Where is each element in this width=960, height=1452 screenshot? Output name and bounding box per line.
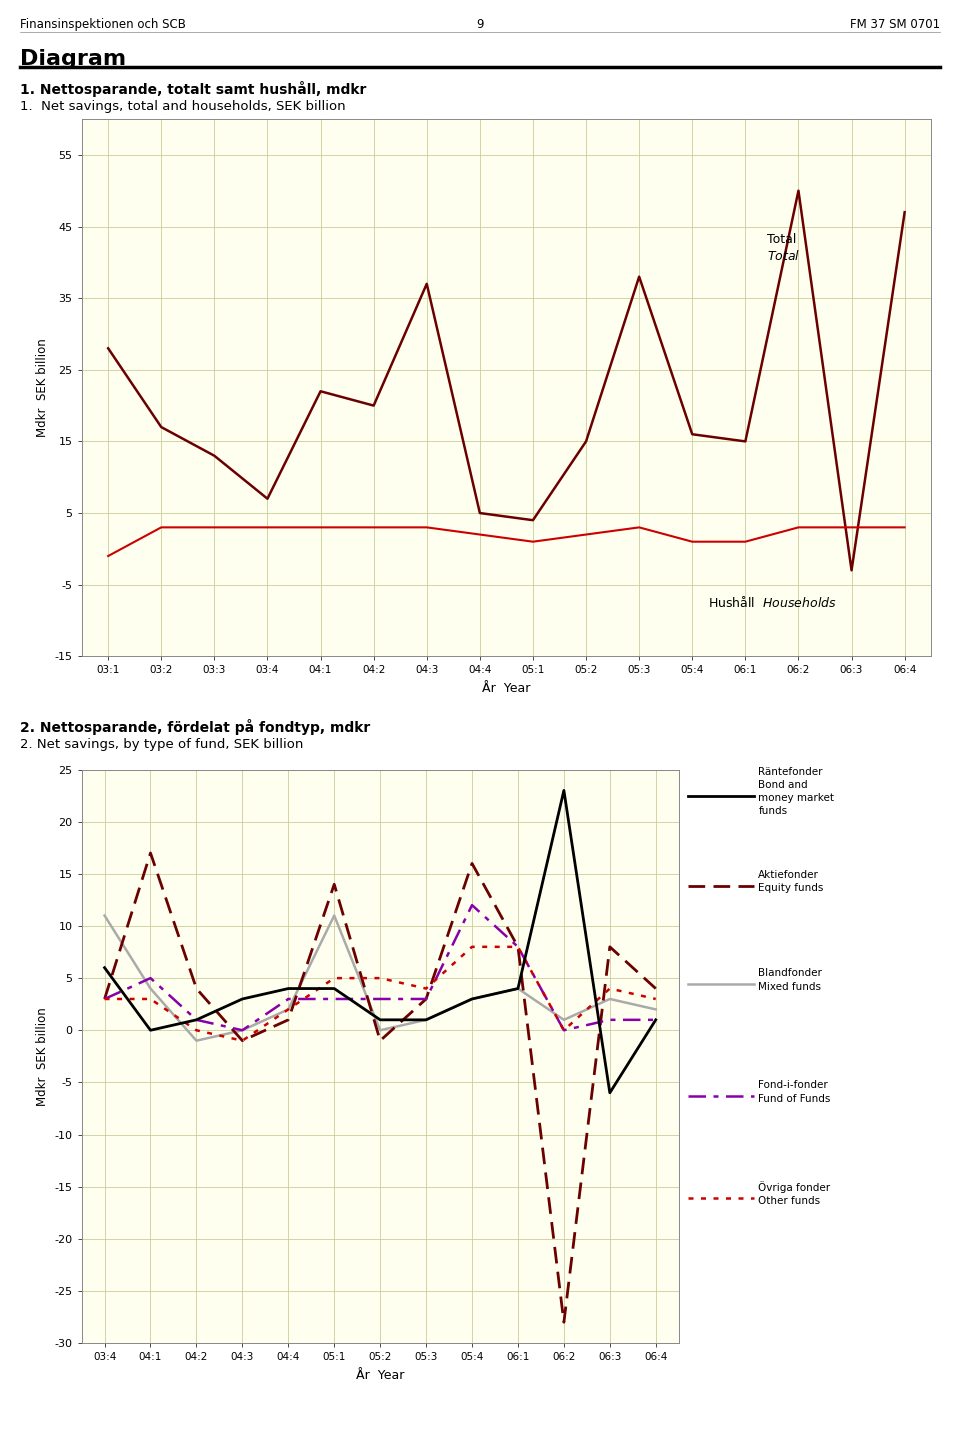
mixed — [374, 1022, 386, 1040]
other — [191, 1022, 203, 1040]
Line: mixed: mixed — [105, 916, 656, 1041]
fof — [513, 938, 524, 955]
other — [513, 938, 524, 955]
mixed — [282, 1000, 294, 1018]
Text: Fond-i-fonder
Fund of Funds: Fond-i-fonder Fund of Funds — [758, 1080, 830, 1104]
mixed — [328, 908, 340, 925]
bond — [650, 1011, 661, 1028]
fof — [99, 990, 110, 1008]
bond — [604, 1085, 615, 1102]
fof — [374, 990, 386, 1008]
Text: Övriga fonder
Other funds: Övriga fonder Other funds — [758, 1180, 830, 1207]
Y-axis label: Mdkr  SEK billion: Mdkr SEK billion — [36, 338, 49, 437]
other — [558, 1022, 569, 1040]
fof — [558, 1022, 569, 1040]
Text: 1.  Net savings, total and households, SEK billion: 1. Net savings, total and households, SE… — [20, 100, 346, 113]
Text: Blandfonder
Mixed funds: Blandfonder Mixed funds — [758, 968, 823, 992]
Text: 9: 9 — [476, 17, 484, 30]
equity — [513, 938, 524, 955]
Text: Räntefonder
Bond and
money market
funds: Räntefonder Bond and money market funds — [758, 767, 834, 816]
Text: 2. Nettosparande, fördelat på fondtyp, mdkr: 2. Nettosparande, fördelat på fondtyp, m… — [20, 719, 371, 735]
equity — [374, 1032, 386, 1050]
mixed — [513, 980, 524, 998]
bond — [145, 1022, 156, 1040]
other — [650, 990, 661, 1008]
fof — [604, 1011, 615, 1028]
equity — [467, 855, 478, 873]
Text: FM 37 SM 0701: FM 37 SM 0701 — [850, 17, 940, 30]
other — [282, 1000, 294, 1018]
Text: Hushåll  $\it{Households}$: Hushåll $\it{Households}$ — [708, 595, 837, 610]
fof — [420, 990, 432, 1008]
other — [236, 1032, 248, 1050]
mixed — [145, 980, 156, 998]
Line: fof: fof — [105, 905, 656, 1031]
equity — [282, 1011, 294, 1028]
mixed — [650, 1000, 661, 1018]
Text: Finansinspektionen och SCB: Finansinspektionen och SCB — [20, 17, 186, 30]
mixed — [99, 908, 110, 925]
equity — [328, 876, 340, 893]
equity — [650, 980, 661, 998]
X-axis label: År  Year: År Year — [356, 1369, 404, 1382]
fof — [236, 1022, 248, 1040]
other — [604, 980, 615, 998]
other — [467, 938, 478, 955]
mixed — [467, 990, 478, 1008]
other — [99, 990, 110, 1008]
equity — [420, 990, 432, 1008]
bond — [467, 990, 478, 1008]
Text: 1. Nettosparande, totalt samt hushåll, mdkr: 1. Nettosparande, totalt samt hushåll, m… — [20, 81, 367, 97]
X-axis label: År  Year: År Year — [482, 682, 531, 696]
Line: bond: bond — [105, 790, 656, 1093]
other — [145, 990, 156, 1008]
bond — [191, 1011, 203, 1028]
mixed — [604, 990, 615, 1008]
fof — [191, 1011, 203, 1028]
bond — [328, 980, 340, 998]
fof — [328, 990, 340, 1008]
equity — [191, 980, 203, 998]
Y-axis label: Mdkr  SEK billion: Mdkr SEK billion — [36, 1006, 49, 1106]
bond — [513, 980, 524, 998]
equity — [558, 1314, 569, 1331]
other — [374, 970, 386, 987]
bond — [282, 980, 294, 998]
mixed — [191, 1032, 203, 1050]
equity — [145, 844, 156, 861]
other — [420, 980, 432, 998]
equity — [236, 1032, 248, 1050]
bond — [99, 958, 110, 976]
fof — [282, 990, 294, 1008]
Text: Diagram: Diagram — [20, 49, 127, 70]
fof — [145, 970, 156, 987]
mixed — [236, 1022, 248, 1040]
bond — [558, 781, 569, 799]
mixed — [420, 1011, 432, 1028]
Line: other: other — [105, 947, 656, 1041]
bond — [374, 1011, 386, 1028]
other — [328, 970, 340, 987]
equity — [604, 938, 615, 955]
bond — [236, 990, 248, 1008]
fof — [650, 1011, 661, 1028]
mixed — [558, 1011, 569, 1028]
Text: Aktiefonder
Equity funds: Aktiefonder Equity funds — [758, 870, 824, 893]
bond — [420, 1011, 432, 1028]
fof — [467, 896, 478, 913]
Text: Total
$\it{Total}$: Total $\it{Total}$ — [767, 234, 800, 263]
equity — [99, 990, 110, 1008]
Line: equity: equity — [105, 852, 656, 1323]
Text: 2. Net savings, by type of fund, SEK billion: 2. Net savings, by type of fund, SEK bil… — [20, 738, 303, 751]
